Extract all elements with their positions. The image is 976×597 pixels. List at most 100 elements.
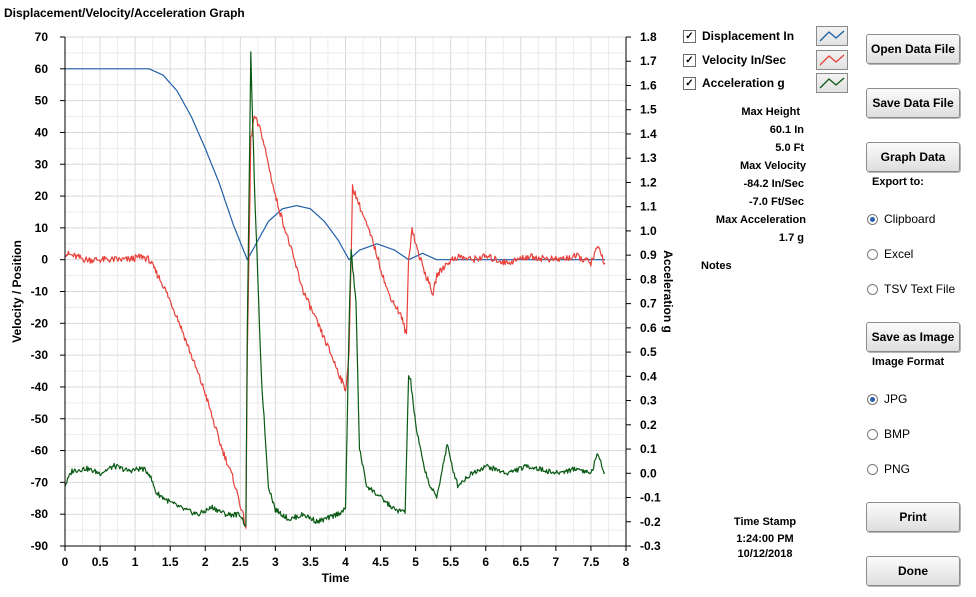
y2-tick-label: 0.9 [640,248,657,262]
acceleration-line-swatch-icon[interactable] [816,73,848,93]
y-tick-label: 40 [35,125,49,139]
legend-label-velocity: Velocity In/Sec [702,53,787,67]
y-tick-label: -80 [31,507,49,521]
y2-tick-label: 1.8 [640,30,657,44]
x-tick-label: 6 [482,555,489,569]
png-label: PNG [884,462,911,476]
done-button[interactable]: Done [866,556,960,586]
y2-tick-label: 0.6 [640,321,657,335]
image-format-label: Image Format [872,356,945,368]
displacement-checkbox[interactable]: ✓ [683,29,696,43]
series-line-velocity-in-sec [65,115,606,529]
clipboard-radio[interactable] [867,213,878,225]
velocity-checkbox[interactable]: ✓ [683,53,696,67]
x-tick-label: 0 [62,555,69,569]
tsv-label: TSV Text File [884,282,956,296]
y2-tick-label: 0.8 [640,272,657,286]
open-data-file-button[interactable]: Open Data File [866,34,960,64]
x-tick-label: 7.5 [583,555,600,569]
y-tick-label: -90 [31,539,49,553]
x-tick-label: 3 [272,555,279,569]
max-acceleration-label: Max Acceleration [715,214,806,226]
legend-label-acceleration: Acceleration g [702,76,785,90]
y2-tick-label: 0.4 [640,369,657,383]
y2-tick-label: 1.3 [640,151,657,165]
y-tick-label: -30 [31,348,49,362]
y-tick-label: -40 [31,380,49,394]
save-data-file-button[interactable]: Save Data File [866,88,960,118]
x-tick-label: 1 [132,555,139,569]
x-tick-label: 8 [623,555,630,569]
velocity-line-swatch-icon[interactable] [816,50,848,70]
y2-tick-label: 1.0 [640,224,657,238]
timestamp-date: 10/12/2018 [737,548,793,560]
displacement-line-swatch-icon[interactable] [816,26,848,46]
x-tick-label: 4.5 [372,555,389,569]
max-height-ft-value: 5.0 Ft [775,142,804,154]
max-velocity-label: Max Velocity [739,160,806,172]
y2-tick-label: 1.5 [640,103,657,117]
format-png-option[interactable]: PNG [867,462,910,476]
series-line-acceleration-g [64,51,605,527]
acceleration-checkbox[interactable]: ✓ [683,76,696,90]
y-tick-label: 50 [35,94,49,108]
y2-tick-label: 1.6 [640,78,657,92]
y2-tick-label: 0.5 [640,345,657,359]
x-tick-label: 6.5 [512,555,529,569]
y-tick-label: 20 [35,189,49,203]
y2-tick-label: 0.2 [640,418,657,432]
bmp-radio[interactable] [867,428,878,440]
max-height-label: Max Height [741,106,800,118]
y-tick-label: 0 [41,253,48,267]
y2-tick-label: 1.1 [640,200,657,214]
y2-tick-label: -0.3 [640,539,661,553]
y-tick-label: 10 [35,221,49,235]
y-tick-label: 30 [35,157,49,171]
y-axis-title: Velocity / Position [10,240,24,343]
x-tick-label: 5.5 [442,555,459,569]
y2-tick-label: -0.2 [640,515,661,529]
x-axis-title: Time [322,571,350,585]
legend-item-displacement[interactable]: ✓ Displacement In [683,26,848,46]
export-to-label: Export to: [872,176,924,188]
x-tick-label: 0.5 [92,555,109,569]
max-height-in-value: 60.1 In [769,124,804,136]
print-button[interactable]: Print [866,502,960,532]
excel-radio[interactable] [867,248,878,260]
png-radio[interactable] [867,463,878,475]
jpg-label: JPG [884,392,908,406]
timestamp-time: 1:24:00 PM [736,533,794,545]
graph-title: Displacement/Velocity/Acceleration Graph [4,6,245,20]
y-tick-label: 70 [35,30,49,44]
y-tick-label: -20 [31,316,49,330]
graph-data-button[interactable]: Graph Data [866,142,960,172]
notes-label: Notes [701,260,732,272]
y2-tick-label: 0.0 [640,466,657,480]
x-tick-label: 2.5 [232,555,249,569]
y-tick-label: -50 [31,412,49,426]
x-tick-label: 1.5 [162,555,179,569]
bmp-label: BMP [884,427,911,441]
legend-label-displacement: Displacement In [702,29,795,43]
x-tick-label: 3.5 [302,555,319,569]
export-clipboard-option[interactable]: Clipboard [867,212,935,226]
max-velocity-ft-value: -7.0 Ft/Sec [748,196,804,208]
x-tick-label: 4 [342,555,349,569]
legend-item-acceleration[interactable]: ✓ Acceleration g [683,73,848,93]
export-excel-option[interactable]: Excel [867,247,913,261]
y2-axis-title: Acceleration g [661,250,675,333]
tsv-radio[interactable] [867,283,878,295]
y2-tick-label: -0.1 [640,491,661,505]
format-jpg-option[interactable]: JPG [867,392,907,406]
y2-tick-label: 1.4 [640,127,657,141]
save-as-image-button[interactable]: Save as Image [866,322,960,352]
excel-label: Excel [884,247,914,261]
y2-tick-label: 0.7 [640,297,657,311]
x-tick-label: 5 [412,555,419,569]
format-bmp-option[interactable]: BMP [867,427,910,441]
legend-item-velocity[interactable]: ✓ Velocity In/Sec [683,50,848,70]
export-tsv-option[interactable]: TSV Text File [867,282,955,296]
max-acceleration-value: 1.7 g [778,232,804,244]
jpg-radio[interactable] [867,393,878,405]
y-tick-label: -60 [31,444,49,458]
